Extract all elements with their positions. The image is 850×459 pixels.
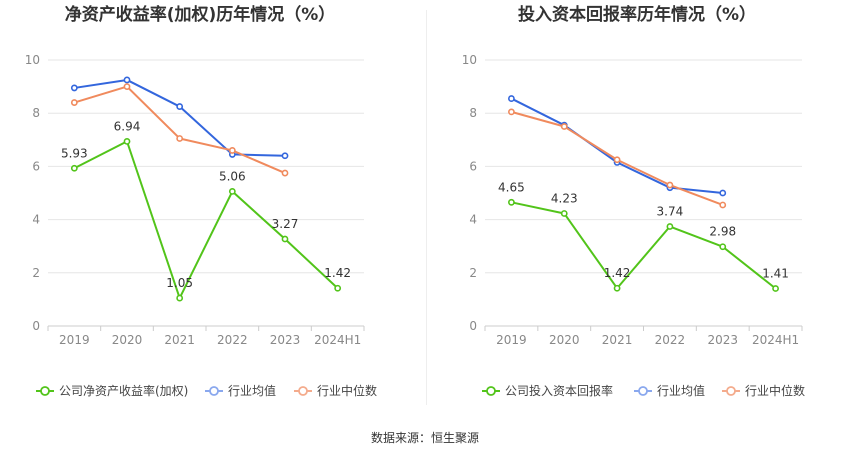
data-point-1-industry_median-1 — [560, 123, 568, 130]
legend-marker-1-company — [486, 386, 496, 396]
data-point-0-industry_avg-4 — [281, 152, 289, 160]
y-tick-label-1-4: 8 — [469, 106, 477, 120]
data-point-0-company-1 — [123, 137, 131, 145]
data-point-0-company-5 — [334, 284, 342, 292]
x-tick-label-0-4: 2023 — [270, 333, 301, 347]
legend-label-1-industry_avg: 行业均值 — [657, 383, 705, 398]
legend-marker-0-company — [40, 386, 50, 396]
x-tick-label-1-5: 2024H1 — [752, 333, 799, 347]
x-tick-label-1-3: 2022 — [655, 333, 686, 347]
legend-marker-1-industry_median — [726, 386, 736, 396]
data-label-0-2: 1.05 — [166, 276, 193, 290]
data-label-1-4: 2.98 — [709, 225, 736, 239]
data-point-0-industry_avg-0 — [70, 84, 78, 92]
data-label-1-5: 1.41 — [762, 266, 789, 280]
data-point-0-company-4 — [281, 235, 289, 243]
legend-marker-1-industry_avg — [638, 386, 648, 396]
data-point-1-industry_median-3 — [666, 181, 674, 189]
data-label-1-1: 4.23 — [551, 191, 578, 205]
y-tick-label-0-3: 6 — [32, 159, 40, 173]
chart-title-0: 净资产收益率(加权)历年情况（%） — [65, 4, 336, 25]
y-tick-label-0-1: 2 — [32, 266, 40, 280]
data-point-1-company-2 — [613, 284, 621, 292]
series-line-1-company — [511, 201, 777, 290]
x-tick-label-0-0: 2019 — [59, 333, 90, 347]
data-point-0-industry_median-1 — [123, 83, 131, 90]
data-label-1-2: 1.42 — [604, 266, 631, 280]
y-tick-label-1-0: 0 — [469, 319, 477, 333]
x-tick-label-1-1: 2020 — [549, 333, 580, 347]
data-point-0-industry_avg-2 — [176, 103, 184, 110]
data-point-0-company-3 — [228, 188, 236, 195]
data-point-1-company-0 — [508, 198, 515, 206]
data-point-0-industry_median-0 — [70, 99, 78, 106]
data-label-0-5: 1.42 — [324, 266, 351, 280]
legend-label-1-industry_median: 行业中位数 — [745, 383, 805, 398]
data-point-1-industry_avg-0 — [508, 95, 515, 102]
legend-label-1-company: 公司投入资本回报率 — [505, 383, 613, 398]
data-label-1-0: 4.65 — [498, 180, 525, 194]
series-line-0-industry_avg — [74, 78, 286, 157]
legend-label-0-industry_median: 行业中位数 — [317, 383, 377, 398]
data-label-1-3: 3.74 — [657, 205, 684, 219]
y-tick-label-0-5: 10 — [25, 53, 40, 67]
y-tick-label-0-0: 0 — [32, 319, 40, 333]
data-point-1-company-1 — [560, 210, 568, 217]
x-tick-label-0-1: 2020 — [112, 333, 143, 347]
data-point-1-company-4 — [719, 243, 727, 251]
data-point-0-company-0 — [70, 164, 78, 172]
legend-label-0-company: 公司净资产收益率(加权) — [59, 383, 188, 398]
x-tick-label-0-5: 2024H1 — [314, 333, 361, 347]
data-label-0-4: 3.27 — [272, 217, 299, 231]
data-point-1-company-3 — [666, 223, 674, 230]
y-tick-label-1-2: 4 — [469, 213, 477, 227]
data-point-0-industry_median-3 — [228, 147, 236, 154]
data-label-0-3: 5.06 — [219, 169, 246, 183]
data-label-0-1: 6.94 — [114, 119, 141, 133]
legend-label-0-industry_avg: 行业均值 — [228, 383, 276, 398]
panel-divider — [426, 10, 427, 405]
data-point-1-industry_median-2 — [613, 156, 621, 164]
x-tick-label-1-0: 2019 — [496, 333, 527, 347]
series-line-0-company — [73, 140, 339, 300]
data-point-1-industry_avg-4 — [719, 189, 727, 197]
data-point-1-industry_median-0 — [508, 108, 515, 116]
data-label-0-0: 5.93 — [61, 146, 88, 160]
y-tick-label-1-3: 6 — [469, 159, 477, 173]
data-point-0-industry_median-4 — [281, 169, 289, 177]
y-tick-label-0-2: 4 — [32, 213, 40, 227]
data-point-1-company-5 — [772, 285, 779, 292]
y-tick-label-1-5: 10 — [462, 53, 477, 67]
y-tick-label-0-4: 8 — [32, 106, 40, 120]
legend-marker-0-industry_avg — [209, 386, 219, 396]
series-line-0-industry_median — [74, 85, 286, 174]
x-tick-label-0-2: 2021 — [164, 333, 195, 347]
legend-marker-0-industry_median — [298, 386, 308, 396]
x-tick-label-1-4: 2023 — [707, 333, 738, 347]
y-tick-label-1-1: 2 — [469, 266, 477, 280]
x-tick-label-0-3: 2022 — [217, 333, 248, 347]
chart-title-1: 投入资本回报率历年情况（%） — [518, 4, 756, 25]
data-point-0-company-2 — [176, 294, 184, 302]
data-point-0-industry_avg-1 — [123, 76, 131, 84]
data-point-0-industry_median-2 — [176, 135, 184, 142]
x-tick-label-1-2: 2021 — [602, 333, 633, 347]
data-source-note: 数据来源：恒生聚源 — [370, 431, 479, 445]
data-point-1-industry_median-4 — [719, 201, 727, 209]
